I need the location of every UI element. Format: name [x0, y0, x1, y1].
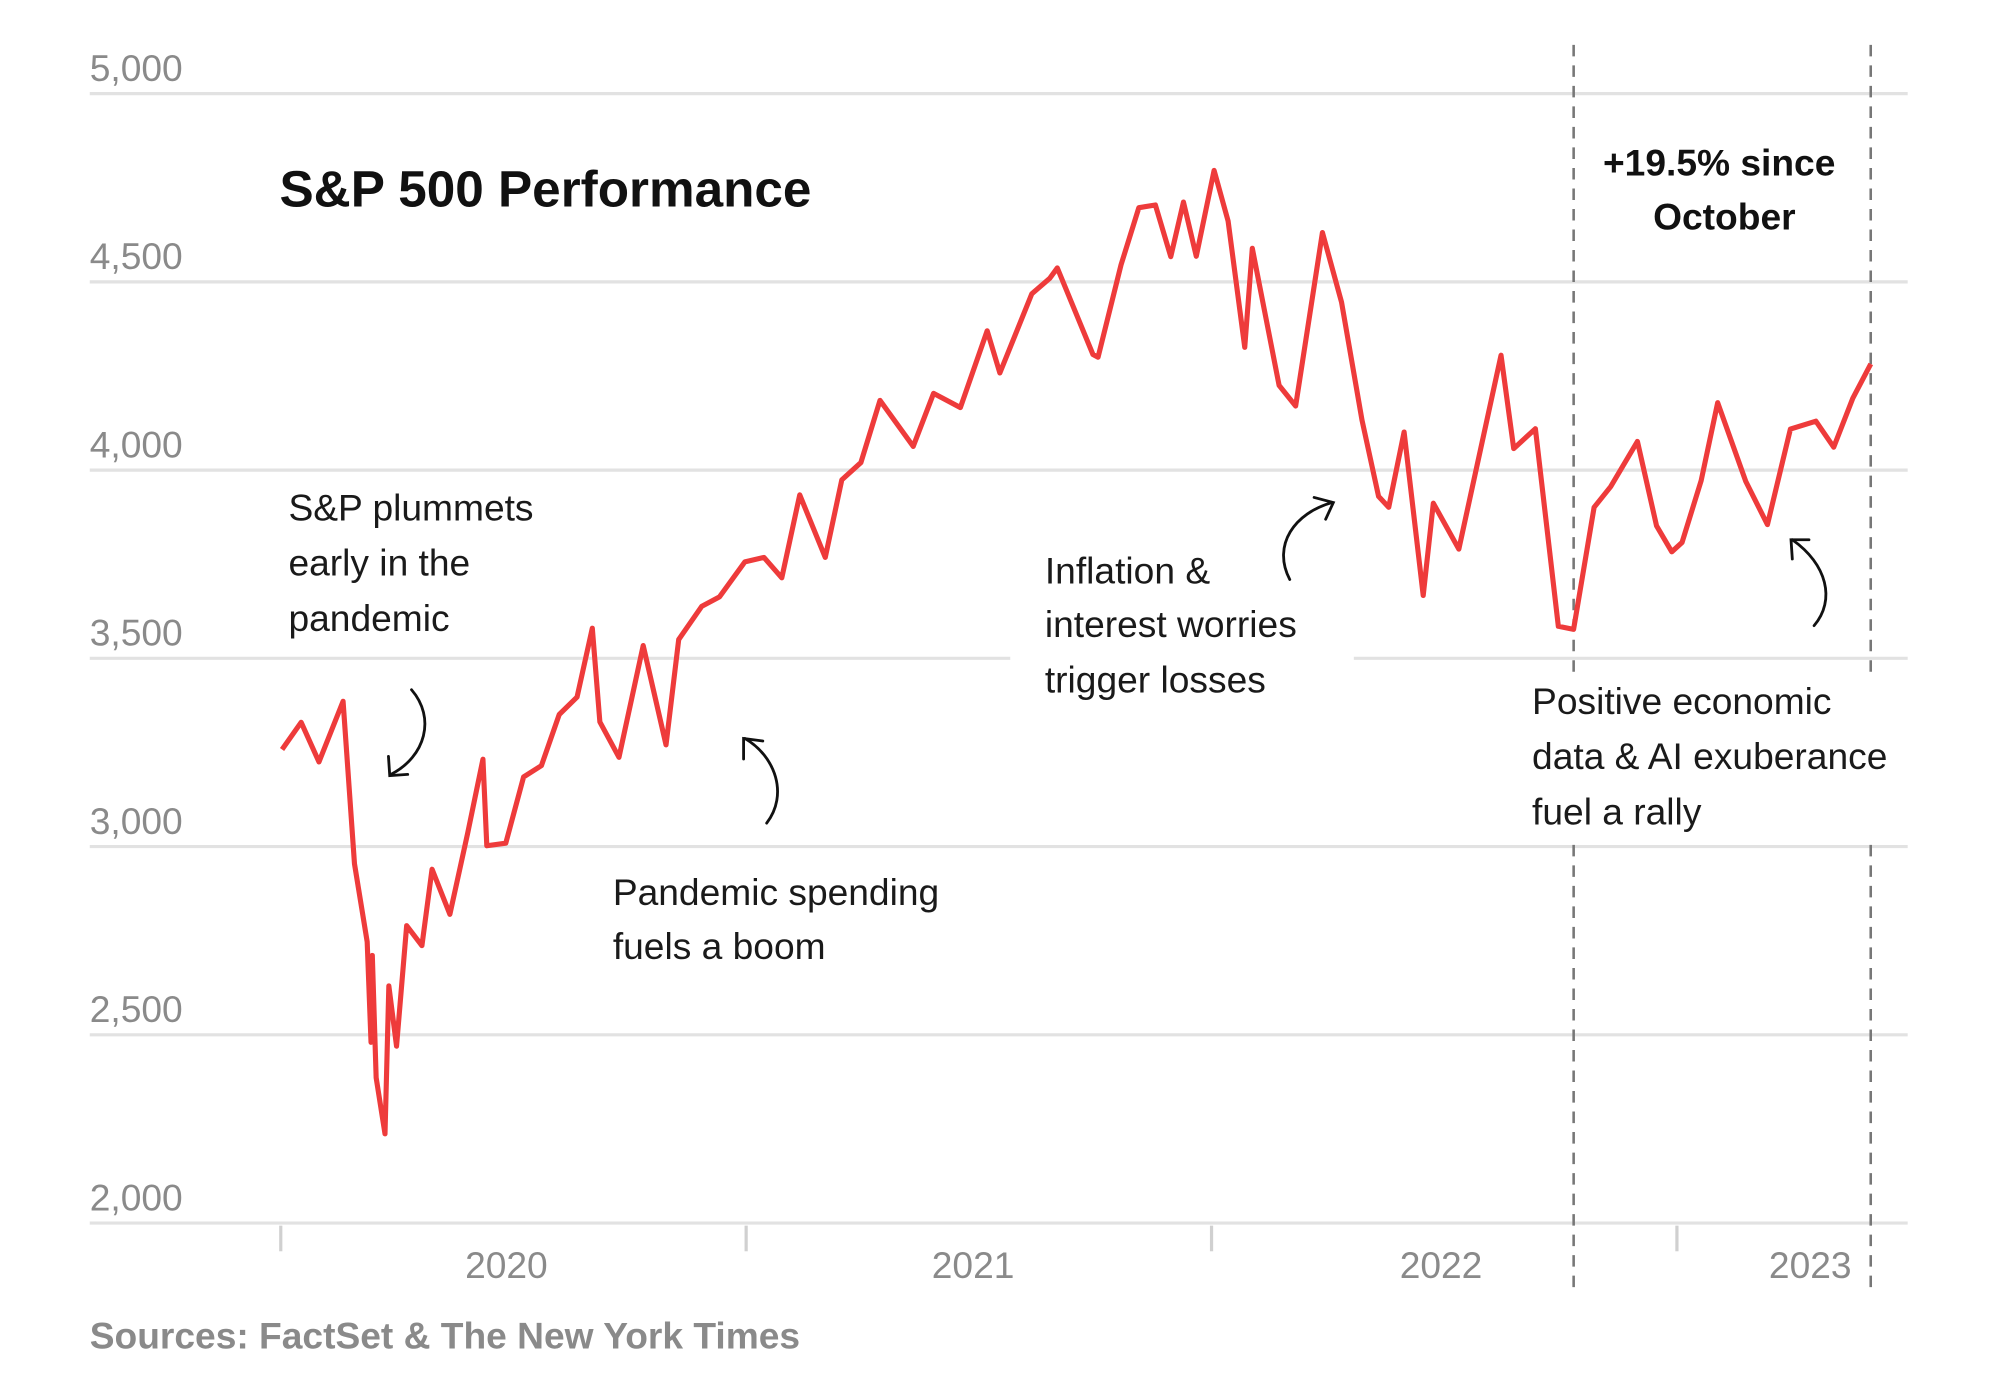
- arrow-icon-inflation: [1282, 496, 1336, 581]
- source-note: Sources: FactSet & The New York Times: [90, 1315, 800, 1357]
- arrow-icon-plummet: [387, 688, 427, 778]
- y-tick-label: 2,500: [90, 988, 183, 1030]
- rally-annotation: Positive economic data & AI exuberance f…: [1532, 680, 1898, 832]
- y-axis-labels: 2,000 2,500 3,000 3,500 4,000 4,500 5,000: [90, 47, 183, 1218]
- y-tick-label: 4,000: [90, 423, 183, 465]
- sp500-series-line: [279, 167, 1874, 1137]
- callout-annotation: +19.5% since October: [1603, 142, 1846, 238]
- reference-lines: [1572, 44, 1873, 1289]
- annotation-background: [1525, 673, 1924, 840]
- arrow-icon-boom: [742, 736, 779, 825]
- plummet-annotation: S&P plummets early in the pandemic: [288, 487, 543, 639]
- y-tick-label: 3,500: [90, 612, 183, 654]
- y-tick-label: 2,000: [90, 1176, 183, 1218]
- inflation-annotation: Inflation & interest worries trigger los…: [1045, 549, 1307, 700]
- x-axis: 2020 2021 2022 2023: [279, 1225, 1852, 1286]
- boom-annotation: Pandemic spending fuels a boom: [613, 871, 950, 967]
- x-tick-label: 2020: [465, 1244, 548, 1286]
- chart-title: S&P 500 Performance: [279, 160, 811, 217]
- y-tick-label: 5,000: [90, 47, 183, 89]
- y-tick-label: 3,000: [90, 800, 183, 842]
- arrow-icon-rally: [1789, 538, 1828, 628]
- x-tick-label: 2023: [1769, 1244, 1852, 1286]
- y-tick-label: 4,500: [90, 235, 183, 277]
- gridlines: [89, 91, 1908, 1225]
- x-tick-label: 2021: [932, 1244, 1015, 1286]
- annotation-background: [1010, 628, 1354, 706]
- x-tick-label: 2022: [1400, 1244, 1483, 1286]
